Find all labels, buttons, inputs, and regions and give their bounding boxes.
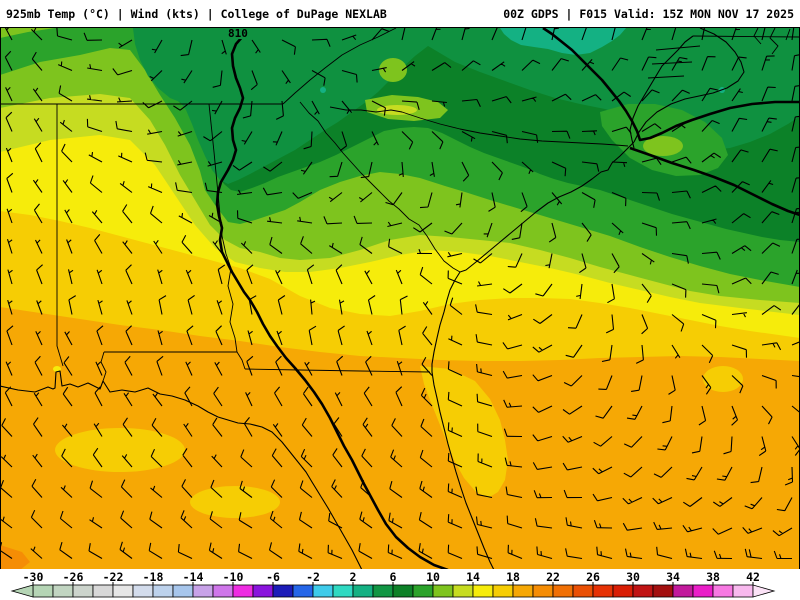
colorbar-cell (452, 584, 474, 598)
state-border (100, 351, 107, 382)
coastline (633, 27, 745, 143)
colorbar-cell (152, 584, 174, 598)
colorbar-cell (132, 584, 154, 598)
colorbar-cell (52, 584, 74, 598)
temp-region-corner-20-22 (0, 545, 30, 569)
run-valid-time: 00Z GDPS | F015 Valid: 15Z MON NOV 17 20… (503, 6, 794, 21)
colorbar-cell (572, 584, 594, 598)
colorbar-cell (172, 584, 194, 598)
colorbar-cell (292, 584, 314, 598)
sound-line (655, 45, 701, 51)
colorbar-cell (212, 584, 234, 598)
height-contour-810 (629, 146, 800, 217)
colorbar-cell (232, 584, 254, 598)
colorbar-tick-label: -6 (266, 570, 280, 584)
state-border (244, 368, 431, 373)
temp-region-atl-16-18-hole (703, 366, 743, 392)
colorbar-cell (312, 584, 334, 598)
colorbar-cell (352, 584, 374, 598)
temperature-colorbar: -30 -26 -22 -18 -14 -10 -6 -2 2 6 10 14 18 22 26 30 34 38… (10, 570, 776, 598)
state-border (56, 104, 64, 367)
state-border (282, 27, 397, 105)
state-border (299, 101, 461, 273)
coastline (629, 35, 694, 149)
colorbar-cell (552, 584, 574, 598)
colorbar-cell (252, 584, 274, 598)
colorbar-tick-label: 6 (390, 570, 397, 584)
colorbar-tick-label: -18 (143, 570, 164, 584)
colorbar-cell (612, 584, 634, 598)
temp-region-nega-pocket-c (377, 105, 417, 115)
state-border (329, 106, 629, 147)
product-title: 925mb Temp (°C) | Wind (kts) | College o… (6, 6, 387, 21)
colorbar-tick-label: -26 (63, 570, 84, 584)
colorbar-cell (692, 584, 714, 598)
weather-map: 810 (0, 27, 800, 569)
colorbar-tick-label: 42 (746, 570, 760, 584)
coastline (0, 370, 363, 569)
temp-region-gulf-16-18-a (55, 428, 185, 472)
colorbar-tick-label: -14 (183, 570, 204, 584)
colorbar-tick-label: -2 (306, 570, 320, 584)
colorbar-cell (652, 584, 674, 598)
colorbar-cell (32, 584, 54, 598)
colorbar-tick-label: 18 (506, 570, 520, 584)
colorbar-cell (392, 584, 414, 598)
colorbar-cell (92, 584, 114, 598)
sound-line (785, 28, 791, 41)
state-border (236, 351, 246, 370)
temp-region-nega-pocket-a (379, 58, 407, 82)
colorbar-tick-label: 30 (626, 570, 640, 584)
temp-region-gulf-16-18-b (190, 486, 280, 518)
colorbar-cell (532, 584, 554, 598)
colorbar-cell (732, 584, 754, 598)
colorbar-tick-label: 2 (350, 570, 357, 584)
colorbar-cell (672, 584, 694, 598)
colorbar-tick-label: -30 (23, 570, 44, 584)
colorbar-tick-label: -22 (103, 570, 124, 584)
sound-line (769, 27, 779, 55)
colorbar-tick-label: 22 (546, 570, 560, 584)
colorbar-cell (632, 584, 654, 598)
colorbar-tick-label: 26 (586, 570, 600, 584)
colorbar-cell (272, 584, 294, 598)
temp-region-mobile-bay-spot (53, 366, 61, 372)
colorbar-left-arrow (10, 584, 34, 598)
sound-line (753, 27, 762, 45)
colorbar-tick-label: 14 (466, 570, 480, 584)
colorbar-cell (192, 584, 214, 598)
sound-line (651, 61, 693, 65)
colorbar-cell (372, 584, 394, 598)
colorbar-cell (112, 584, 134, 598)
state-border (692, 35, 800, 38)
colorbar-tick-label: -10 (223, 570, 244, 584)
colorbar-tick-label: 10 (426, 570, 440, 584)
temp-region-nc-offshore-10-12 (643, 136, 683, 156)
temp-region-teal-dot-a (320, 87, 326, 93)
height-contour-810 (542, 27, 800, 142)
colorbar-cell (492, 584, 514, 598)
sound-line (647, 75, 685, 79)
colorbar-cell (412, 584, 434, 598)
wind-barbs (0, 27, 800, 560)
colorbar-cell (512, 584, 534, 598)
colorbar-cell (472, 584, 494, 598)
colorbar-tick-label: 38 (706, 570, 720, 584)
contour-label-810: 810 (228, 27, 248, 40)
coastline (431, 141, 635, 569)
colorbar-cell (432, 584, 454, 598)
colorbar-cell (592, 584, 614, 598)
colorbar-cell (72, 584, 94, 598)
temp-region-band-4-6 (133, 28, 800, 184)
colorbar-tick-label: 34 (666, 570, 680, 584)
colorbar-cell (712, 584, 734, 598)
colorbar-cell (332, 584, 354, 598)
header-bar: 925mb Temp (°C) | Wind (kts) | College o… (0, 0, 800, 28)
colorbar-right-arrow (752, 584, 776, 598)
